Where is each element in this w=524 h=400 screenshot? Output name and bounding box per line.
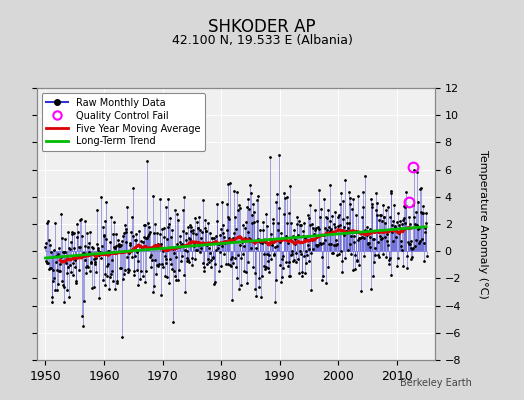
Text: 42.100 N, 19.533 E (Albania): 42.100 N, 19.533 E (Albania) xyxy=(171,34,353,47)
Text: SHKODER AP: SHKODER AP xyxy=(208,18,316,36)
Text: Berkeley Earth: Berkeley Earth xyxy=(400,378,472,388)
Legend: Raw Monthly Data, Quality Control Fail, Five Year Moving Average, Long-Term Tren: Raw Monthly Data, Quality Control Fail, … xyxy=(41,93,205,151)
Y-axis label: Temperature Anomaly (°C): Temperature Anomaly (°C) xyxy=(478,150,488,298)
